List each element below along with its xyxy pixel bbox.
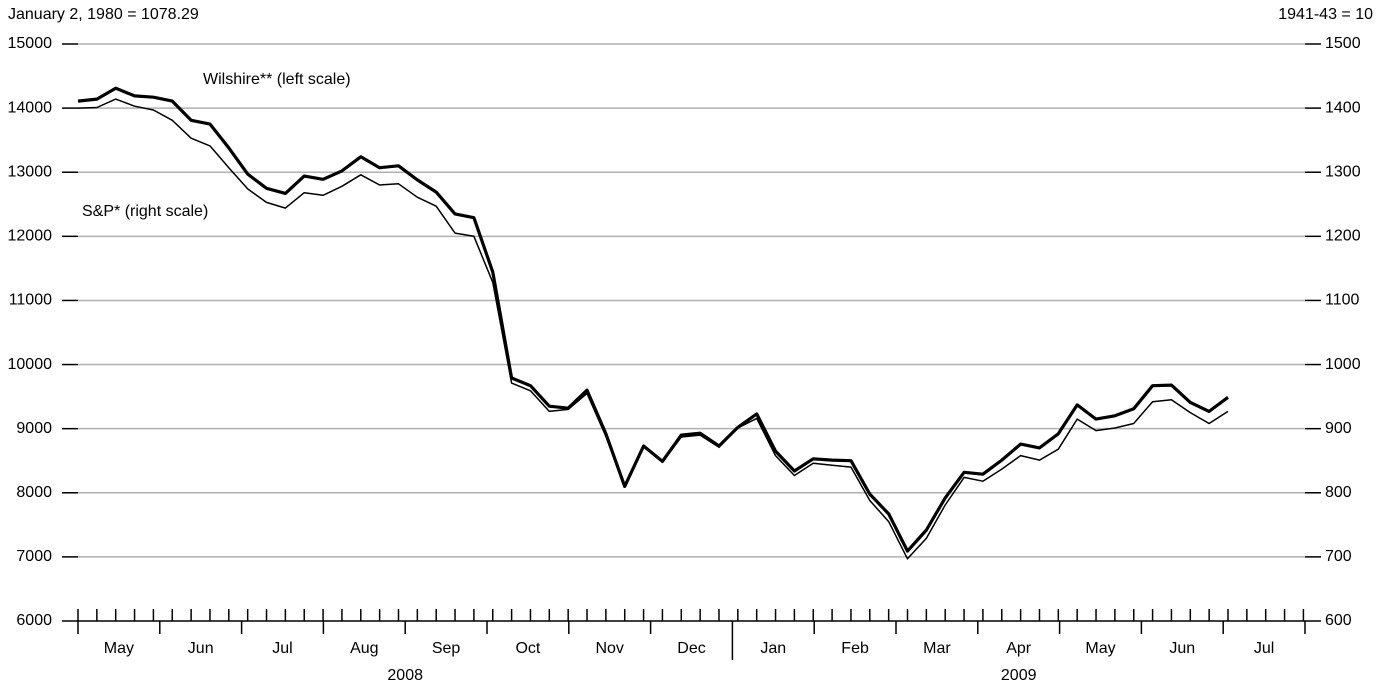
y2-tick-label: 700 — [1325, 548, 1352, 565]
series-label: S&P* (right scale) — [82, 203, 208, 220]
month-label: Jul — [272, 640, 292, 657]
y-tick-label: 12000 — [8, 228, 53, 245]
y2-tick-label: 1400 — [1325, 99, 1361, 116]
y2-tick-label: 1100 — [1325, 292, 1360, 309]
month-label: Sep — [432, 640, 461, 657]
y-tick-label: 8000 — [16, 484, 52, 501]
y2-tick-label: 600 — [1325, 612, 1352, 629]
y-tick-label: 11000 — [9, 292, 52, 309]
y-tick-label: 15000 — [8, 35, 53, 52]
month-label: Apr — [1006, 640, 1032, 657]
series-label: Wilshire** (left scale) — [203, 71, 351, 88]
month-label: Dec — [677, 640, 705, 657]
series-line — [77, 86, 1229, 553]
left-scale-note: January 2, 1980 = 1078.29 — [8, 6, 199, 23]
year-label: 2008 — [387, 667, 423, 684]
y2-tick-label: 1200 — [1325, 228, 1361, 245]
month-label: Jun — [188, 640, 214, 657]
y2-tick-label: 1500 — [1325, 35, 1361, 52]
y2-tick-label: 900 — [1325, 420, 1352, 437]
y-tick-label: 13000 — [8, 163, 53, 180]
year-label: 2009 — [1001, 667, 1037, 684]
y2-tick-label: 1300 — [1325, 163, 1361, 180]
y-tick-label: 7000 — [16, 548, 52, 565]
y2-tick-label: 1000 — [1325, 356, 1361, 373]
month-label: May — [1085, 640, 1115, 657]
month-label: May — [104, 640, 134, 657]
month-label: Jun — [1169, 640, 1195, 657]
month-label: Nov — [595, 640, 623, 657]
y2-tick-label: 800 — [1325, 484, 1352, 501]
y-tick-label: 14000 — [8, 99, 53, 116]
series-line — [77, 98, 1229, 560]
y-tick-label: 10000 — [8, 356, 53, 373]
right-scale-note: 1941-43 = 10 — [1278, 6, 1373, 23]
month-label: Jul — [1254, 640, 1274, 657]
month-label: Jan — [760, 640, 786, 657]
y-tick-label: 9000 — [16, 420, 52, 437]
month-label: Feb — [841, 640, 869, 657]
month-label: Oct — [515, 640, 540, 657]
y-tick-label: 6000 — [16, 612, 52, 629]
month-label: Aug — [350, 640, 378, 657]
month-label: Mar — [923, 640, 951, 657]
